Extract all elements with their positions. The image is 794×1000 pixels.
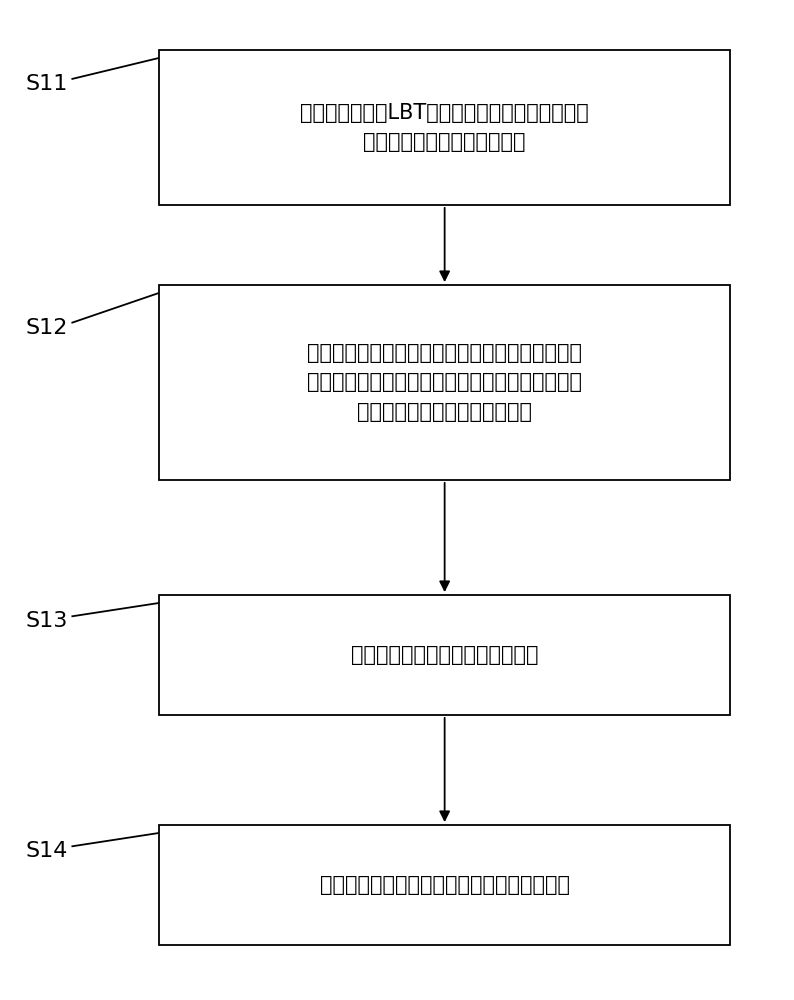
Text: S14: S14 — [25, 841, 67, 861]
Text: 依次选择排序在前的目标小区，进行小区重选: 依次选择排序在前的目标小区，进行小区重选 — [320, 875, 569, 895]
Bar — [159, 825, 730, 945]
Text: 在前一小区如果LBT连续失败次数超出预设次数阈
值后，则驻留在当前服务小区: 在前一小区如果LBT连续失败次数超出预设次数阈 值后，则驻留在当前服务小区 — [300, 103, 589, 152]
Bar — [159, 285, 730, 480]
Bar — [159, 595, 730, 715]
Bar — [159, 50, 730, 205]
Text: 对所述集合内的目标小区进行排序: 对所述集合内的目标小区进行排序 — [351, 645, 538, 665]
Text: S12: S12 — [25, 318, 67, 338]
Text: S11: S11 — [25, 74, 67, 94]
Text: S13: S13 — [25, 611, 67, 631]
Text: 在当前服务小区需要进行小区重选时，降低所述前
一小区的至少一个重选参数值，并根据各个小区的
重选参数值确定目标小区的集合: 在当前服务小区需要进行小区重选时，降低所述前 一小区的至少一个重选参数值，并根据… — [307, 343, 582, 422]
